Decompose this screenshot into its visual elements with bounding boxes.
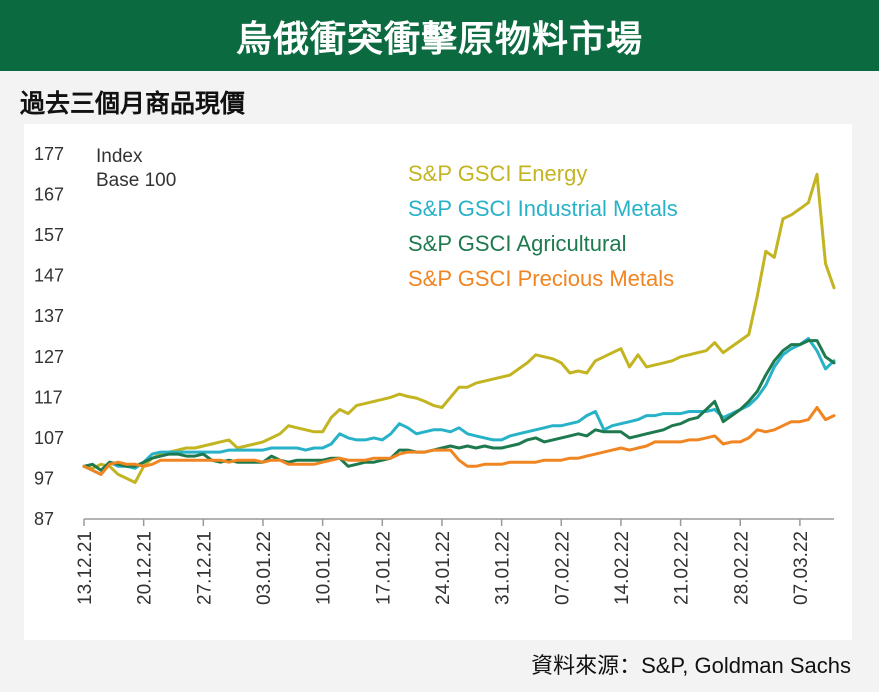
title-banner: 烏俄衝突衝擊原物料市場 — [0, 0, 879, 71]
series-line-s-p-gsci-industrial-metals — [82, 337, 836, 476]
series-line-s-p-gsci-precious-metals — [82, 406, 836, 476]
legend-item: S&P GSCI Industrial Metals — [408, 196, 678, 221]
x-tick-label: 03.01.22 — [254, 531, 275, 605]
y-tick-label: 97 — [34, 468, 54, 488]
x-tick-label: 20.12.21 — [135, 531, 156, 605]
y-tick-label: 117 — [34, 387, 63, 407]
x-tick-label: 17.01.22 — [373, 531, 394, 605]
y-tick-label: 137 — [34, 306, 64, 326]
series-line-s-p-gsci-agricultural — [82, 339, 836, 472]
series-line-s-p-gsci-energy — [82, 172, 836, 484]
x-tick-label: 07.02.22 — [552, 531, 573, 605]
index-unit-label: Base 100 — [96, 170, 176, 191]
y-tick-label: 167 — [34, 185, 64, 205]
y-tick-label: 147 — [34, 266, 64, 286]
y-tick-label: 87 — [34, 509, 54, 529]
x-tick-label: 31.01.22 — [493, 531, 514, 605]
x-tick-label: 27.12.21 — [194, 531, 215, 605]
index-unit-label: Index — [96, 146, 143, 167]
x-tick-label: 13.12.21 — [75, 531, 96, 605]
y-tick-label: 177 — [34, 144, 64, 164]
chart-subtitle: 過去三個月商品現價 — [20, 89, 246, 118]
y-tick-label: 157 — [34, 225, 64, 245]
legend-item: S&P GSCI Precious Metals — [408, 266, 674, 291]
y-tick-label: 107 — [34, 428, 64, 448]
x-tick-label: 28.02.22 — [731, 531, 752, 605]
x-tick-label: 24.01.22 — [433, 531, 454, 605]
x-tick-label: 07.03.22 — [791, 531, 812, 605]
x-tick-label: 14.02.22 — [612, 531, 633, 605]
x-tick-label: 10.01.22 — [314, 531, 335, 605]
chart-panel: 87 97 107 117 127 137 147 157 167 177 13.12.21 20.1… — [24, 124, 852, 640]
page-title: 烏俄衝突衝擊原物料市場 — [235, 18, 643, 60]
y-tick-label: 127 — [34, 347, 64, 367]
legend-item: S&P GSCI Agricultural — [408, 231, 626, 256]
x-tick-label: 21.02.22 — [672, 531, 693, 605]
line-chart: 87 97 107 117 127 137 147 157 167 177 13.12.21 20.1… — [34, 144, 836, 605]
source-note: 資料來源：S&P, Goldman Sachs — [531, 653, 851, 678]
legend-item: S&P GSCI Energy — [408, 161, 587, 186]
